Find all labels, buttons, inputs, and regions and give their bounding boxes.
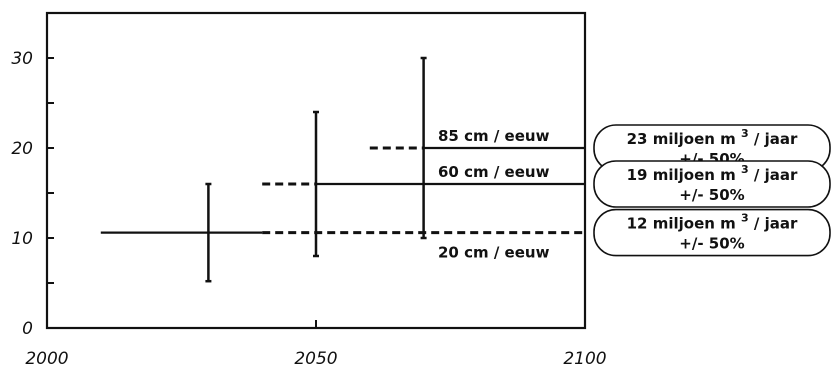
annotation-line-1: 12 miljoen m 3 / jaar xyxy=(627,212,798,233)
annotation-line-2: +/- 50% xyxy=(679,186,744,204)
x-tick-label: 2100 xyxy=(563,349,606,369)
annotation-box-outline xyxy=(593,208,831,257)
annotation-line-1: 23 miljoen m 3 / jaar xyxy=(627,127,798,148)
annotation-box: 19 miljoen m 3 / jaar +/- 50% xyxy=(593,160,831,208)
series-label: 60 cm / eeuw xyxy=(438,163,550,181)
series-label: 85 cm / eeuw xyxy=(438,127,550,145)
y-tick-label: 30 xyxy=(11,49,33,69)
annotation-line-1: 19 miljoen m 3 / jaar xyxy=(627,163,798,184)
annotation-box: 12 miljoen m 3 / jaar +/- 50% xyxy=(593,208,831,257)
y-tick-label: 10 xyxy=(11,229,33,249)
annotation-box-outline xyxy=(593,160,831,208)
annotation-line-2: +/- 50% xyxy=(679,235,744,253)
y-tick-label: 20 xyxy=(11,139,33,159)
x-tick-label: 2000 xyxy=(25,349,68,369)
series-label: 20 cm / eeuw xyxy=(438,244,550,262)
y-tick-label: 0 xyxy=(22,319,33,339)
x-tick-label: 2050 xyxy=(294,349,337,369)
